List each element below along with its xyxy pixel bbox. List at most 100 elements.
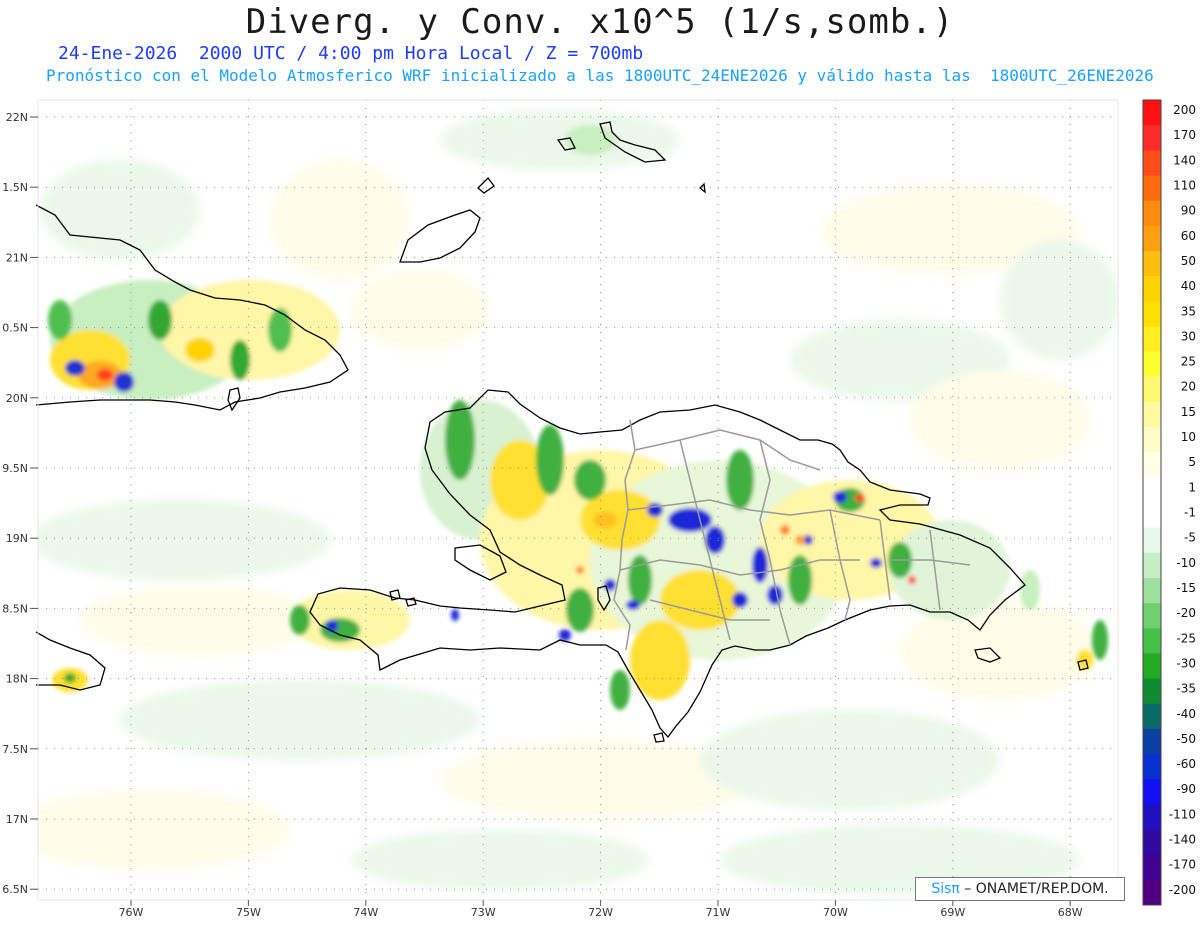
colorbar-label: -40 [1176,707,1196,721]
colorbar-label: -1 [1184,506,1196,520]
longitude-label: 73W [471,906,496,919]
longitude-labels: 76W 75W 74W 73W 72W 71W 70W 69W 68W [119,900,1083,919]
colorbar-label: 10 [1181,430,1196,444]
colorbar-swatch [1143,427,1161,453]
field-shading [38,100,1118,900]
colorbar-label: -60 [1176,757,1196,771]
colorbar-label: -15 [1176,581,1196,595]
colorbar-swatch [1143,779,1161,805]
colorbar-swatch [1143,150,1161,176]
latitude-label: 6.5N [2,883,28,896]
latitude-label: 19N [6,532,28,545]
colorbar-swatch [1143,577,1161,604]
colorbar-swatch [1143,250,1161,277]
credit-box: Sisπ – ONAMET/REP.DOM. [915,877,1125,901]
longitude-label: 70W [823,906,848,919]
latitude-label: 22N [6,111,28,124]
colorbar-label: 140 [1173,153,1196,167]
colorbar-label: 25 [1181,355,1196,369]
colorbar-swatch [1143,175,1161,202]
colorbar-label: 20 [1181,380,1196,394]
colorbar-swatch [1143,376,1161,403]
map-title: Diverg. y Conv. x10^5 (1/s,somb.) [245,2,955,42]
colorbar-swatch [1143,603,1161,629]
colorbar-swatch [1143,401,1161,428]
colorbar-label: -30 [1176,656,1196,670]
latitude-label: 18N [6,673,28,686]
colorbar-label: -110 [1169,807,1196,821]
colorbar-swatch [1143,754,1161,780]
colorbar-label: 30 [1181,329,1196,343]
latitude-labels: 22N 1.5N 21N 0.5N 20N 9.5N 19N 8.5N 18N 7.5N 17N 6.… [2,111,38,896]
longitude-label: 69W [940,906,965,919]
longitude-label: 74W [353,906,378,919]
latitude-label: 7.5N [2,743,28,756]
latitude-label: 21N [6,251,28,264]
colorbar-swatch [1143,452,1161,478]
colorbar-label: -25 [1176,631,1196,645]
colorbar-label: 15 [1181,405,1196,419]
colorbar-label: 110 [1173,178,1196,192]
latitude-label: 1.5N [2,181,28,194]
longitude-label: 72W [588,906,613,919]
colorbar-label: -140 [1169,833,1196,847]
colorbar-label: 35 [1181,304,1196,318]
colorbar-swatch [1143,225,1161,252]
colorbar-swatch [1143,703,1161,730]
colorbar-swatch [1143,879,1161,906]
colorbar-swatch [1143,552,1161,579]
latitude-label: 20N [6,392,28,405]
colorbar-swatch [1143,854,1161,881]
colorbar-label: -20 [1176,606,1196,620]
longitude-label: 75W [236,906,261,919]
colorbar-label: -90 [1176,782,1196,796]
latitude-label: 9.5N [2,462,28,475]
colorbar-frame [1142,99,1162,906]
colorbar-swatch [1143,628,1161,654]
colorbar-swatch [1143,326,1161,353]
latitude-label: 8.5N [2,602,28,615]
colorbar-swatch [1143,653,1161,680]
colorbar-swatch [1143,125,1161,151]
colorbar-swatch [1143,351,1161,378]
colorbar-label: 90 [1181,204,1196,218]
colorbar-swatch [1143,276,1161,302]
coastline [35,121,1089,743]
provincial-borders [613,419,971,651]
longitude-label: 68W [1058,906,1083,919]
colorbar-swatch [1143,678,1161,705]
colorbar-swatch [1143,527,1161,554]
latitude-label: 17N [6,813,28,826]
colorbar-label: 5 [1188,455,1196,469]
sispi-logo-text: Sisπ [931,881,960,897]
colorbar-label: 50 [1181,254,1196,268]
colorbar-label: -10 [1176,556,1196,570]
colorbar-label: 40 [1181,279,1196,293]
model-run-line: Pronóstico con el Modelo Atmosferico WRF… [46,66,1154,85]
colorbar-swatch [1143,200,1161,227]
credit-text: – ONAMET/REP.DOM. [959,881,1109,897]
latitude-label: 0.5N [2,322,28,335]
colorbar-label: -200 [1169,883,1196,897]
colorbar-label: 200 [1173,103,1196,117]
colorbar-swatch [1143,804,1161,831]
valid-time-line: 24-Ene-2026 2000 UTC / 4:00 pm Hora Loca… [58,43,644,64]
longitude-label: 71W [706,906,731,919]
colorbar-swatch [1143,301,1161,327]
colorbar-swatch [1143,502,1161,529]
colorbar-swatch [1143,829,1161,856]
colorbar-swatch [1143,728,1161,755]
colorbar-label: -50 [1176,732,1196,746]
plot-frame [37,99,1119,901]
colorbar-label: 1 [1188,480,1196,494]
colorbar-label: -35 [1176,682,1196,696]
colorbar-swatch [1143,477,1161,503]
colorbar-label: -170 [1169,858,1196,872]
colorbar-label: 60 [1181,229,1196,243]
colorbar-label: -5 [1184,531,1196,545]
colorbar-label: 170 [1173,128,1196,142]
lat-lon-grid [38,100,1118,900]
colorbar-swatch [1143,100,1161,126]
longitude-label: 76W [119,906,144,919]
